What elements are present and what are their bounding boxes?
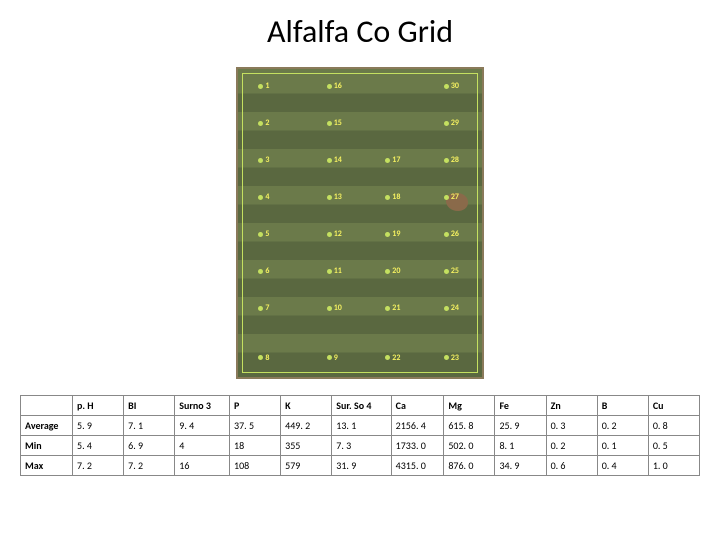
column-header: Zn [546, 396, 597, 416]
column-header: Cu [648, 396, 699, 416]
grid-point: 9 [327, 353, 338, 363]
data-cell: 502. 0 [444, 436, 495, 456]
data-cell: 6. 9 [124, 436, 175, 456]
column-header: Mg [444, 396, 495, 416]
grid-point: 13 [327, 192, 342, 202]
grid-point: 8 [258, 353, 269, 363]
column-header: B [597, 396, 648, 416]
row-label: Max [21, 456, 73, 476]
grid-point: 26 [444, 229, 459, 239]
grid-point: 11 [327, 266, 342, 276]
column-header: Fe [495, 396, 546, 416]
field-map: 1 16 30 2 15 29 3 14 17 28 4 13 18 27 5 12 19 26 6 11 20 25 7 1… [236, 67, 484, 379]
column-header: Ca [391, 396, 444, 416]
data-cell: 0. 6 [546, 456, 597, 476]
grid-point: 3 [258, 155, 269, 165]
grid-point: 23 [444, 353, 459, 363]
page-title: Alfalfa Co Grid [0, 0, 720, 59]
column-header: p. H [73, 396, 124, 416]
data-cell: 579 [281, 456, 332, 476]
table-row: Max7. 27. 21610857931. 94315. 0876. 034.… [21, 456, 700, 476]
column-header: Surno 3 [175, 396, 230, 416]
data-cell: 876. 0 [444, 456, 495, 476]
data-cell: 0. 4 [597, 456, 648, 476]
data-cell: 108 [230, 456, 281, 476]
data-cell: 18 [230, 436, 281, 456]
data-cell: 31. 9 [332, 456, 391, 476]
data-cell: 5. 9 [73, 416, 124, 436]
grid-point: 17 [385, 155, 400, 165]
data-cell: 449. 2 [281, 416, 332, 436]
data-cell: 0. 5 [648, 436, 699, 456]
grid-point: 7 [258, 303, 269, 313]
data-cell: 5. 4 [73, 436, 124, 456]
grid-point: 2 [258, 118, 269, 128]
data-cell: 34. 9 [495, 456, 546, 476]
table-row: Average5. 97. 19. 437. 5449. 213. 12156.… [21, 416, 700, 436]
soil-data-table: p. HBISurno 3PKSur. So 4CaMgFeZnBCu Aver… [20, 395, 700, 476]
data-cell: 1. 0 [648, 456, 699, 476]
grid-point: 12 [327, 229, 342, 239]
data-cell: 1733. 0 [391, 436, 444, 456]
grid-point: 18 [385, 192, 400, 202]
table-row: Min5. 46. 94183557. 31733. 0502. 08. 10.… [21, 436, 700, 456]
data-cell: 13. 1 [332, 416, 391, 436]
grid-point: 28 [444, 155, 459, 165]
data-cell: 0. 8 [648, 416, 699, 436]
grid-point: 1 [258, 81, 269, 91]
data-cell: 9. 4 [175, 416, 230, 436]
data-cell: 0. 3 [546, 416, 597, 436]
grid-point: 6 [258, 266, 269, 276]
data-cell: 37. 5 [230, 416, 281, 436]
data-cell: 7. 2 [73, 456, 124, 476]
grid-point: 21 [385, 303, 400, 313]
column-header: K [281, 396, 332, 416]
data-cell: 0. 2 [546, 436, 597, 456]
column-header: Sur. So 4 [332, 396, 391, 416]
grid-point: 25 [444, 266, 459, 276]
table-corner-cell [21, 396, 73, 416]
data-cell: 4 [175, 436, 230, 456]
grid-point: 10 [327, 303, 342, 313]
grid-point: 5 [258, 229, 269, 239]
data-cell: 0. 1 [597, 436, 648, 456]
column-header: BI [124, 396, 175, 416]
grid-point: 20 [385, 266, 400, 276]
data-cell: 7. 3 [332, 436, 391, 456]
data-cell: 7. 1 [124, 416, 175, 436]
grid-point: 14 [327, 155, 342, 165]
grid-point: 15 [327, 118, 342, 128]
grid-point: 30 [444, 81, 459, 91]
grid-point: 24 [444, 303, 459, 313]
data-cell: 0. 2 [597, 416, 648, 436]
data-cell: 615. 8 [444, 416, 495, 436]
row-label: Average [21, 416, 73, 436]
grid-point: 22 [385, 353, 400, 363]
data-cell: 25. 9 [495, 416, 546, 436]
grid-point: 27 [444, 192, 459, 202]
data-cell: 8. 1 [495, 436, 546, 456]
data-cell: 355 [281, 436, 332, 456]
data-cell: 2156. 4 [391, 416, 444, 436]
grid-point: 29 [444, 118, 459, 128]
grid-point: 4 [258, 192, 269, 202]
column-header: P [230, 396, 281, 416]
grid-point: 19 [385, 229, 400, 239]
table-header-row: p. HBISurno 3PKSur. So 4CaMgFeZnBCu [21, 396, 700, 416]
grid-point: 16 [327, 81, 342, 91]
data-cell: 16 [175, 456, 230, 476]
data-cell: 4315. 0 [391, 456, 444, 476]
data-cell: 7. 2 [124, 456, 175, 476]
row-label: Min [21, 436, 73, 456]
